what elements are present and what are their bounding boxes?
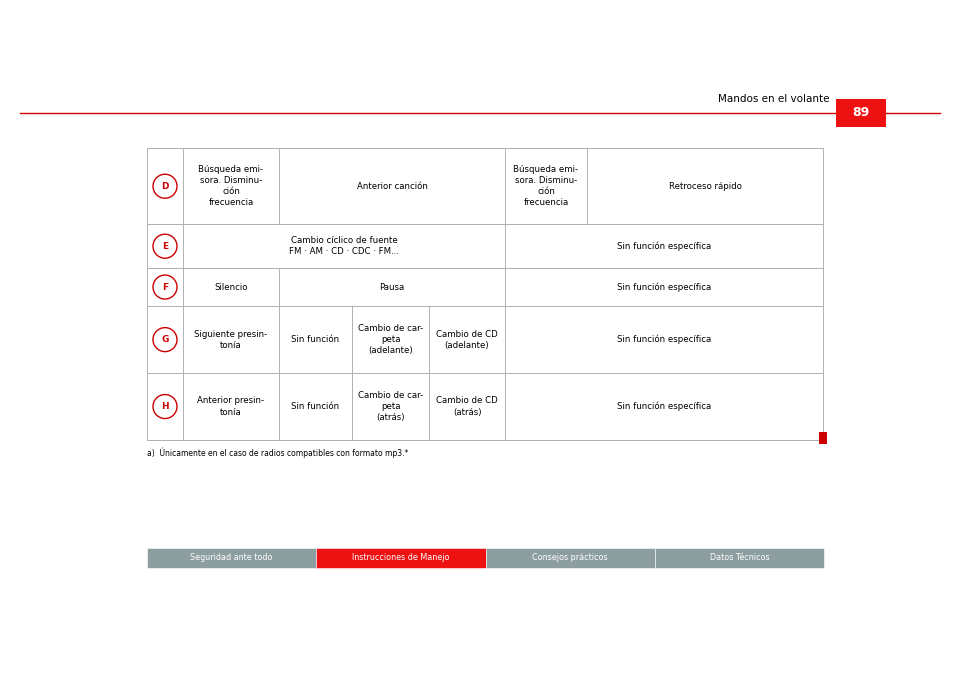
Bar [183,306,279,373]
Text: Cambio de car-
peta
(atrás): Cambio de car- peta (atrás) [358,391,423,422]
Bar [147,373,183,440]
Bar [316,548,486,568]
Bar [587,148,823,224]
Text: Cambio de CD
(adelante): Cambio de CD (adelante) [436,330,498,350]
Bar [505,268,823,306]
Bar [505,373,823,440]
Text: Seguridad ante todo: Seguridad ante todo [190,553,273,563]
Bar [352,306,429,373]
Text: a)  Únicamente en el caso de radios compatibles con formato mp3.*: a) Únicamente en el caso de radios compa… [147,448,408,458]
Bar [279,373,352,440]
Text: Retroceso rápido: Retroceso rápido [668,182,741,191]
Bar [352,373,429,440]
Bar [147,224,183,268]
Text: Sin función específica: Sin función específica [617,282,711,292]
Text: Cambio de CD
(atrás): Cambio de CD (atrás) [436,397,498,416]
Text: D: D [161,182,169,191]
Text: H: H [161,402,169,411]
Bar [183,268,279,306]
Text: Anterior canción: Anterior canción [356,182,427,191]
Text: Búsqueda emi-
sora. Disminu-
ción
frecuencia: Búsqueda emi- sora. Disminu- ción frecue… [514,165,579,207]
Bar [279,268,505,306]
Bar [505,224,823,268]
Bar [505,306,823,373]
Bar [505,148,587,224]
Bar [429,306,505,373]
Text: Consejos prácticos: Consejos prácticos [532,553,608,563]
Bar [655,548,824,568]
Text: Datos Técnicos: Datos Técnicos [709,553,769,563]
Text: 89: 89 [852,106,870,119]
Text: Instrucciones de Manejo: Instrucciones de Manejo [352,553,449,563]
Bar [836,99,886,127]
Bar [147,148,183,224]
Text: Sin función específica: Sin función específica [617,241,711,251]
Bar [279,306,352,373]
Text: Silencio: Silencio [214,283,248,292]
Bar [147,268,183,306]
Bar [147,306,183,373]
Bar [147,548,316,568]
Text: Pausa: Pausa [379,283,404,292]
Bar [183,148,279,224]
Text: Sin función: Sin función [292,335,340,344]
Bar [819,432,827,444]
Text: Mandos en el volante: Mandos en el volante [718,94,830,104]
Text: Cambio cíclico de fuente
FM · AM · CD · CDC · FM...: Cambio cíclico de fuente FM · AM · CD · … [289,236,399,256]
Text: F: F [162,283,168,292]
Text: E: E [162,241,168,251]
Bar [183,224,505,268]
Bar [183,373,279,440]
Text: Sin función específica: Sin función específica [617,402,711,412]
Bar [429,373,505,440]
Bar [147,148,823,440]
Text: Anterior presin-
tonía: Anterior presin- tonía [198,397,265,416]
Text: Búsqueda emi-
sora. Disminu-
ción
frecuencia: Búsqueda emi- sora. Disminu- ción frecue… [199,165,264,207]
Text: Sin función: Sin función [292,402,340,411]
Bar [486,548,655,568]
Text: G: G [161,335,169,344]
Text: Cambio de car-
peta
(adelante): Cambio de car- peta (adelante) [358,324,423,355]
Bar [279,148,505,224]
Text: Siguiente presin-
tonía: Siguiente presin- tonía [194,330,268,350]
Text: Sin función específica: Sin función específica [617,335,711,344]
